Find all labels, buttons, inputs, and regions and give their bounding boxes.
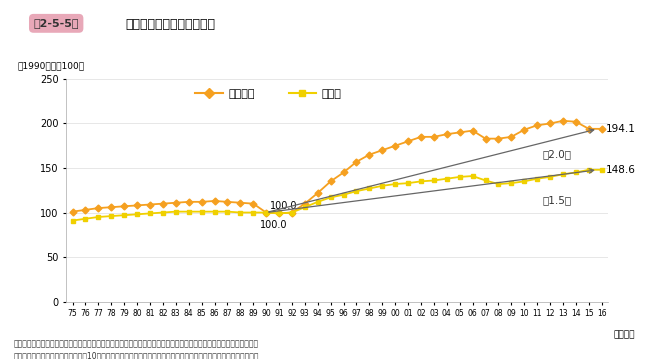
Legend: 中小企業, 大企業: 中小企業, 大企業: [191, 84, 346, 103]
Text: 約1.5倍: 約1.5倍: [542, 195, 571, 205]
Text: 194.1: 194.1: [605, 124, 635, 134]
Text: 100.0: 100.0: [260, 220, 287, 230]
Text: 第2-5-5図: 第2-5-5図: [34, 18, 79, 28]
Text: （1990年度＝100）: （1990年度＝100）: [17, 61, 85, 70]
Text: （注）ここでいう大企業とは資本金10億円以上の企業、中小企業とは資本金１千万円以上１億円未満の企業とする。: （注）ここでいう大企業とは資本金10億円以上の企業、中小企業とは資本金１千万円以…: [13, 351, 258, 359]
Text: （年度）: （年度）: [613, 331, 635, 340]
Text: 資料：財務省「法人企業統計調査季報」より（一財）商工総合研究所「中小企業の競争力と設備投資」をもとに作成。: 資料：財務省「法人企業統計調査季報」より（一財）商工総合研究所「中小企業の競争力…: [13, 339, 258, 348]
Text: 企業規模別設備年齢の推移: 企業規模別設備年齢の推移: [126, 18, 215, 31]
Text: 100.0: 100.0: [270, 201, 297, 211]
Text: 約2.0倍: 約2.0倍: [542, 150, 571, 160]
Text: 148.6: 148.6: [605, 165, 635, 175]
